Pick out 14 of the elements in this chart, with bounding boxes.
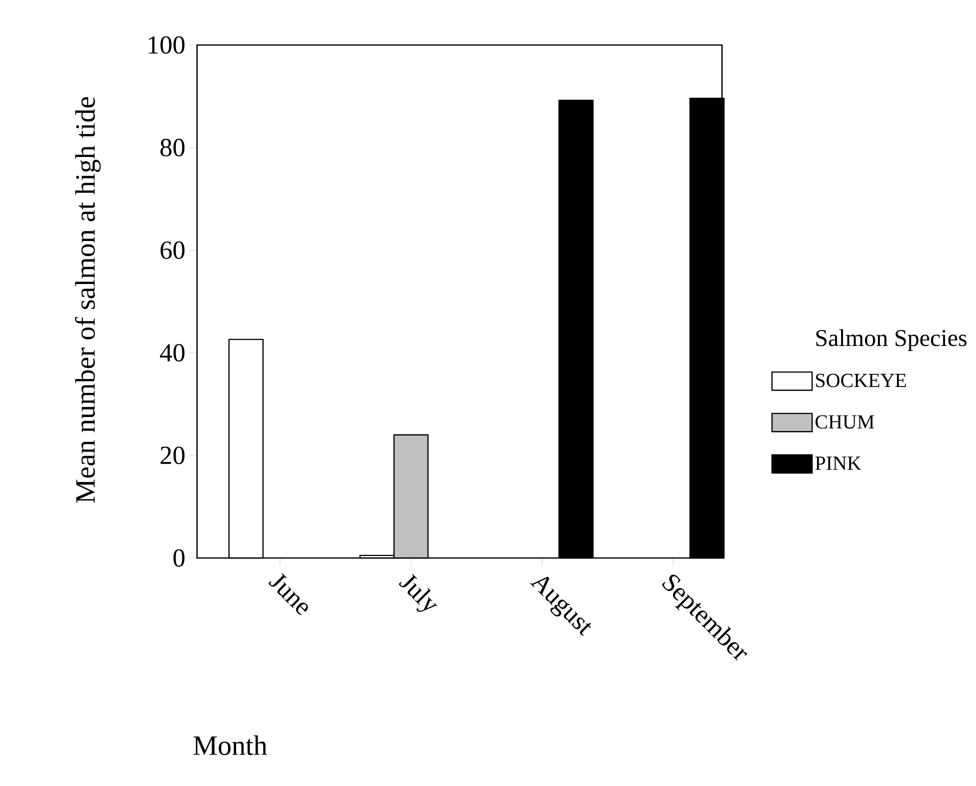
legend-label: PINK	[815, 456, 862, 470]
legend-label: SOCKEYE	[816, 374, 906, 388]
x-tick-label: June	[268, 573, 308, 616]
y-tick-label: 100	[148, 36, 184, 54]
legend-title: Salmon Species	[816, 329, 966, 352]
x-axis-title: Month	[194, 735, 268, 756]
legend-label: CHUM	[816, 415, 874, 429]
y-tick-label: 80	[160, 138, 184, 156]
y-tick-label: 20	[160, 446, 184, 464]
y-tick-label: 60	[160, 241, 184, 259]
y-axis-title: Mean number of salmon at high tide	[74, 97, 101, 503]
y-tick-label: 40	[160, 344, 184, 362]
y-tick-label: 0	[173, 549, 184, 567]
x-tick-label: July	[398, 574, 438, 612]
